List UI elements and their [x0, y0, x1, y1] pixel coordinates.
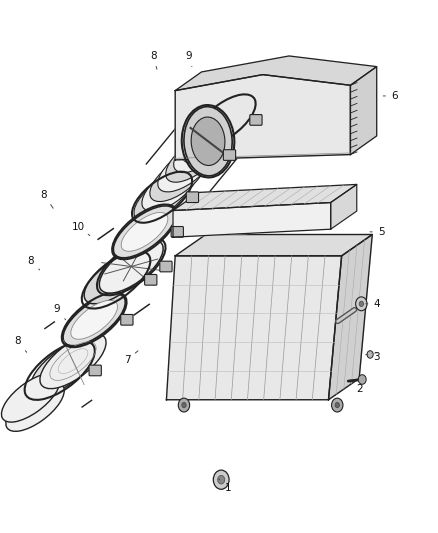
Polygon shape [331, 184, 357, 229]
FancyBboxPatch shape [160, 261, 172, 272]
Polygon shape [175, 235, 372, 256]
Ellipse shape [84, 251, 148, 304]
Ellipse shape [191, 117, 225, 165]
Text: 4: 4 [366, 299, 380, 309]
Text: 8: 8 [150, 51, 157, 69]
Ellipse shape [173, 125, 230, 173]
Ellipse shape [198, 96, 254, 143]
Text: 7: 7 [124, 351, 138, 365]
Text: 5: 5 [370, 227, 385, 237]
Polygon shape [166, 256, 342, 400]
Text: 1: 1 [219, 479, 231, 492]
Ellipse shape [30, 340, 97, 395]
Ellipse shape [190, 106, 246, 154]
Ellipse shape [99, 240, 163, 293]
Text: 8: 8 [14, 336, 27, 352]
FancyBboxPatch shape [121, 314, 133, 325]
Circle shape [213, 470, 229, 489]
Ellipse shape [71, 301, 117, 339]
FancyBboxPatch shape [89, 365, 101, 376]
FancyBboxPatch shape [186, 192, 198, 203]
Ellipse shape [40, 334, 106, 389]
FancyBboxPatch shape [223, 150, 236, 160]
Circle shape [356, 297, 367, 311]
Text: 9: 9 [53, 304, 66, 320]
Polygon shape [175, 75, 350, 160]
Polygon shape [175, 56, 377, 91]
Text: 3: 3 [366, 352, 380, 362]
Text: 9: 9 [185, 51, 192, 67]
Ellipse shape [142, 164, 198, 211]
Circle shape [335, 402, 339, 408]
Ellipse shape [6, 383, 64, 431]
Ellipse shape [121, 213, 168, 251]
Polygon shape [328, 235, 372, 400]
Polygon shape [173, 184, 357, 211]
Circle shape [358, 375, 366, 384]
Ellipse shape [1, 374, 60, 422]
Text: 8: 8 [27, 256, 39, 270]
Ellipse shape [63, 294, 125, 346]
Circle shape [332, 398, 343, 412]
Ellipse shape [134, 174, 190, 221]
Ellipse shape [158, 144, 214, 192]
Ellipse shape [113, 206, 176, 258]
FancyBboxPatch shape [145, 274, 157, 285]
Circle shape [178, 398, 190, 412]
Polygon shape [350, 67, 377, 155]
Ellipse shape [199, 89, 263, 143]
Circle shape [367, 351, 373, 358]
Ellipse shape [150, 154, 206, 201]
Ellipse shape [166, 135, 222, 182]
Circle shape [359, 301, 364, 306]
Text: 8: 8 [40, 190, 53, 208]
Polygon shape [173, 203, 331, 237]
Text: 6: 6 [383, 91, 398, 101]
Circle shape [218, 475, 225, 484]
Ellipse shape [184, 107, 232, 176]
Ellipse shape [182, 116, 238, 163]
FancyBboxPatch shape [250, 115, 262, 125]
Text: 2: 2 [350, 383, 363, 394]
Circle shape [182, 402, 186, 408]
FancyBboxPatch shape [171, 227, 184, 237]
Text: 10: 10 [72, 222, 90, 236]
